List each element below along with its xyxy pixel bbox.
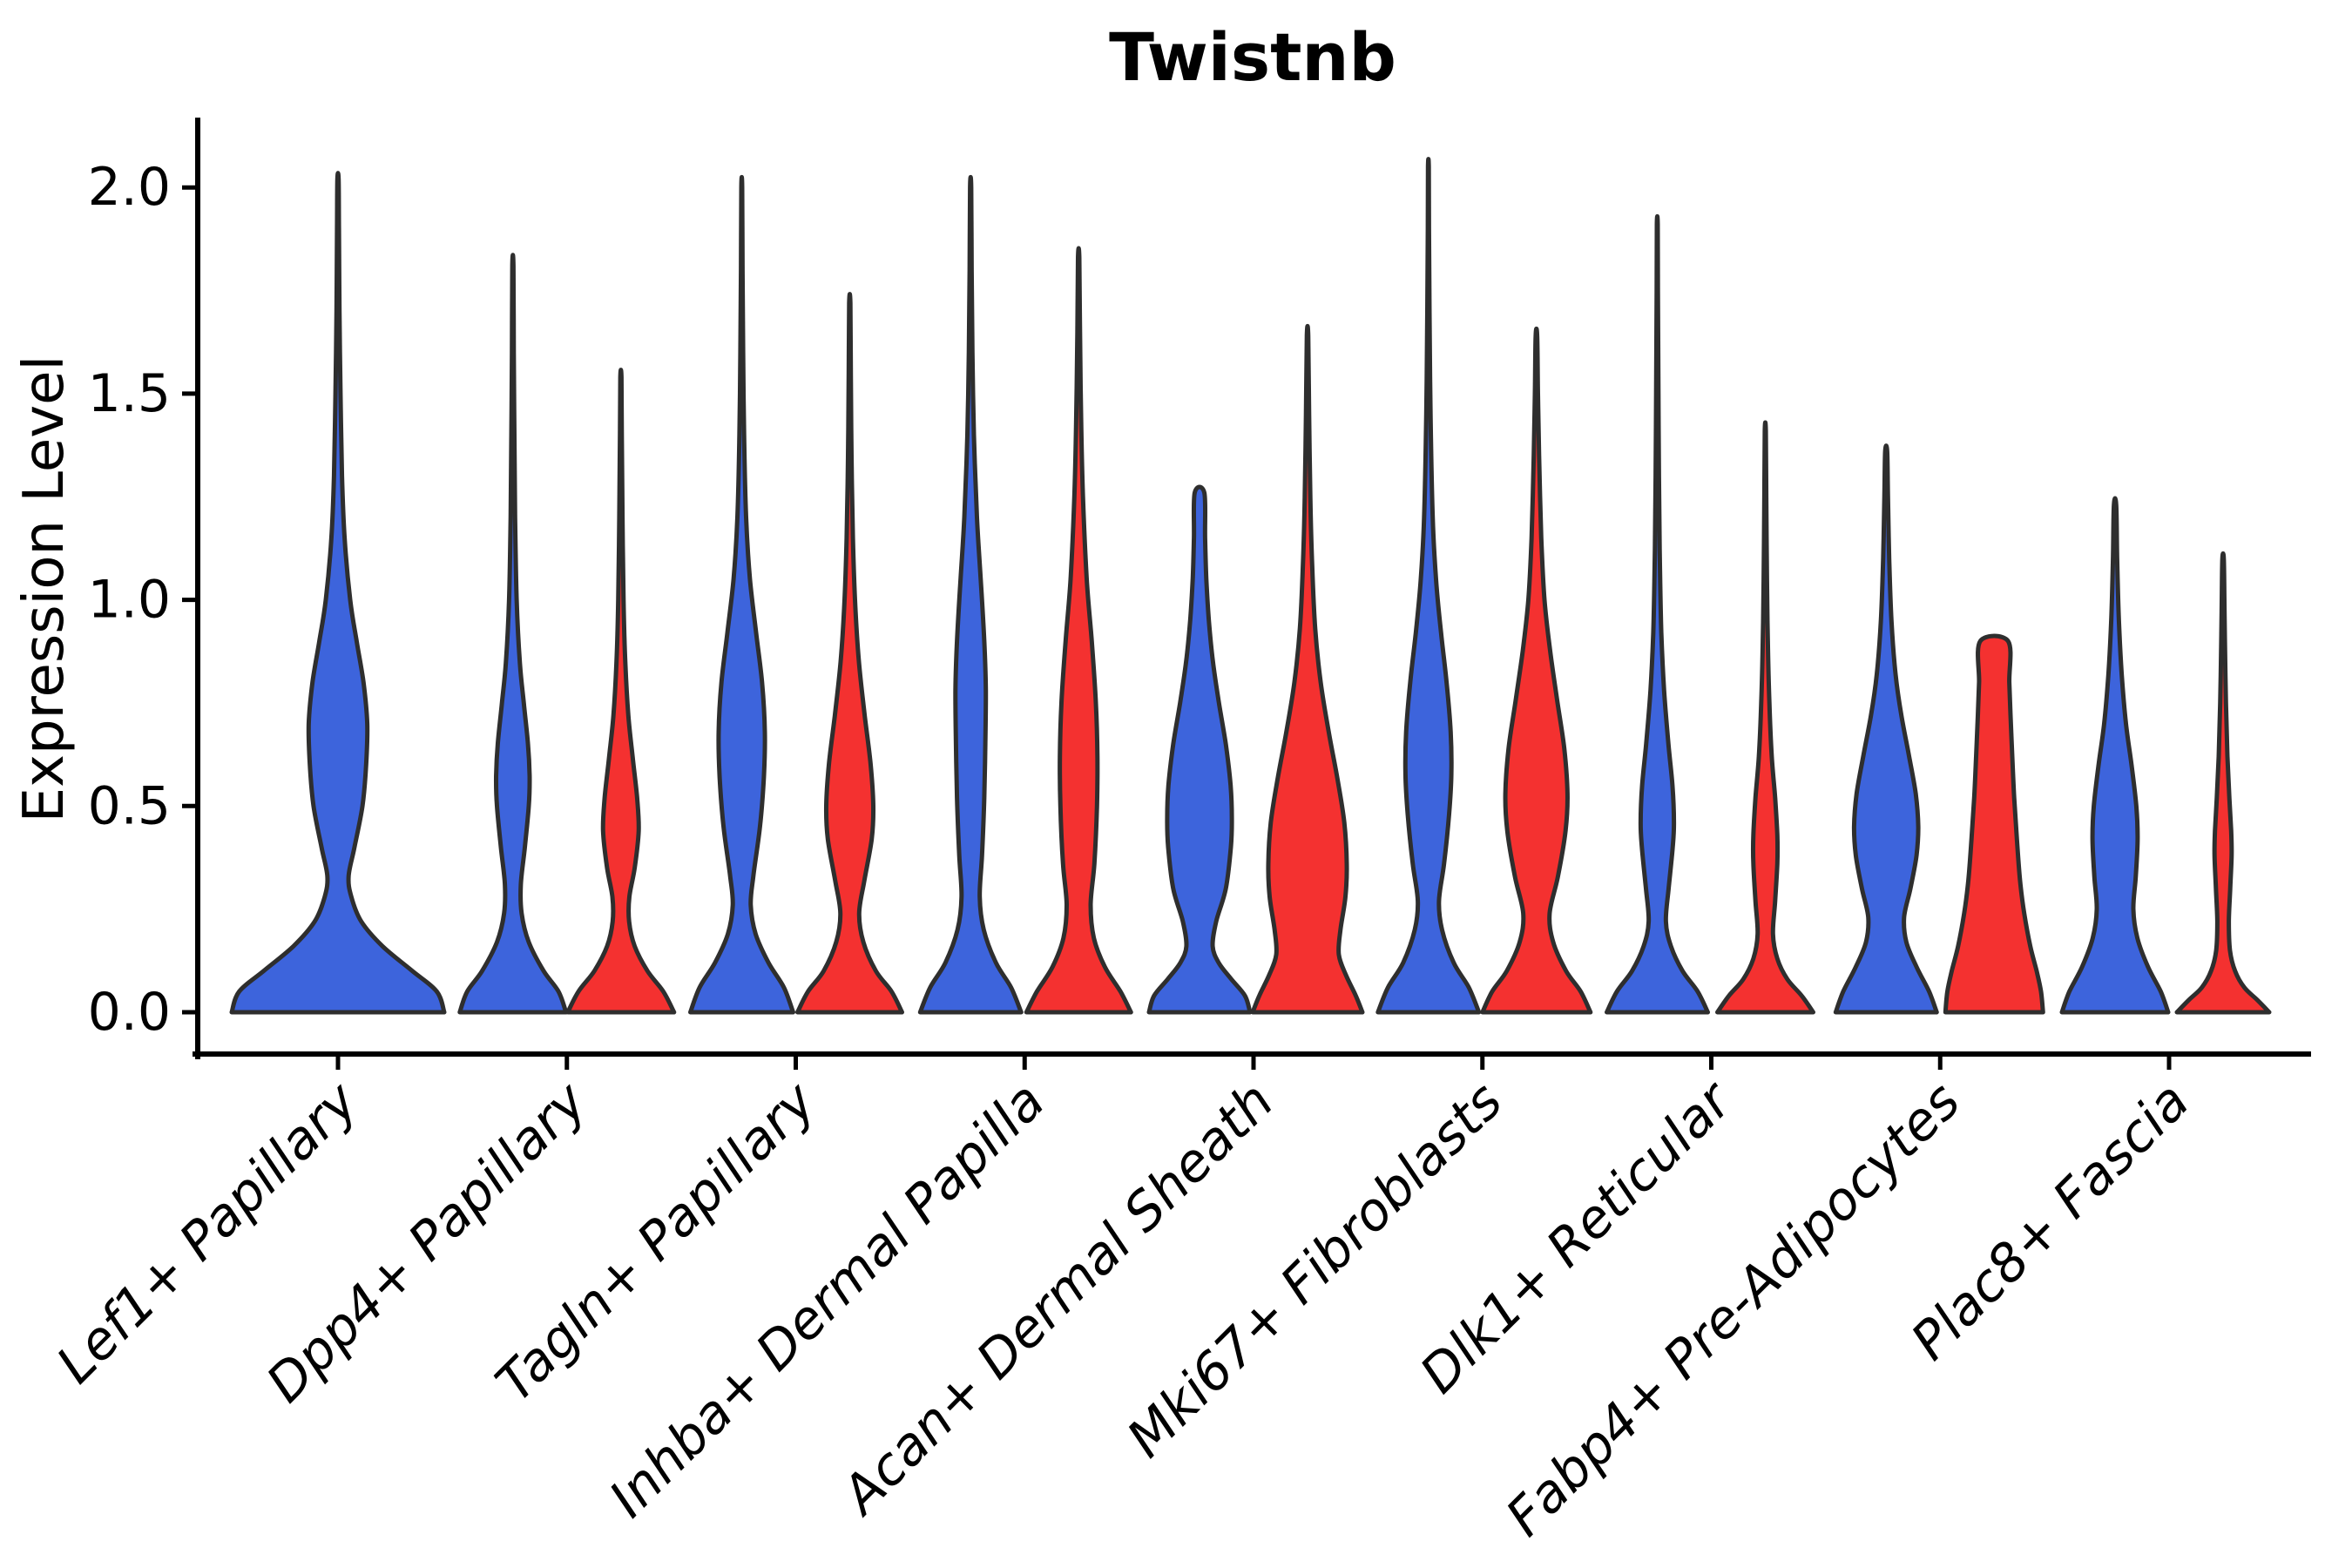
violin-plac8-fascia-red — [2174, 551, 2272, 1015]
y-tick-label: 1.0 — [88, 570, 171, 631]
y-tick-label: 2.0 — [88, 157, 171, 218]
axes-layer — [182, 118, 2311, 1070]
violin-mki67-fibroblasts-red — [1480, 326, 1593, 1015]
violin-dpp4-papillary-blue — [457, 253, 569, 1015]
y-tick-labels-layer: 0.0 0.5 1.0 1.5 2.0 — [88, 157, 171, 1043]
violin-dlk1-reticular-red — [1715, 420, 1815, 1015]
violins-layer — [229, 157, 2272, 1015]
violin-inhba-dermal-papilla-blue — [917, 174, 1024, 1015]
violin-acan-dermal-sheath-blue — [1146, 484, 1253, 1015]
violin-inhba-dermal-papilla-red — [1024, 246, 1133, 1015]
violin-dpp4-papillary-red — [565, 368, 677, 1015]
y-tick-label: 0.0 — [88, 982, 171, 1043]
violin-lef1-papillary-blue — [229, 171, 447, 1015]
y-tick-label: 1.5 — [88, 363, 171, 424]
violin-dlk1-reticular-blue — [1605, 213, 1710, 1015]
violin-fabp4-pre-adipocytes-red — [1943, 633, 2045, 1015]
violin-tagln-papillary-blue — [688, 174, 795, 1015]
y-axis-label: Expression Level — [12, 355, 77, 823]
chart-title: Twistnb — [1109, 18, 1396, 96]
violin-fabp4-pre-adipocytes-blue — [1833, 443, 1939, 1015]
violin-tagln-papillary-red — [795, 292, 904, 1015]
violin-plac8-fascia-blue — [2059, 496, 2171, 1015]
violin-acan-dermal-sheath-red — [1250, 323, 1365, 1015]
violin-mki67-fibroblasts-blue — [1375, 157, 1482, 1015]
y-tick-label: 0.5 — [88, 775, 171, 836]
